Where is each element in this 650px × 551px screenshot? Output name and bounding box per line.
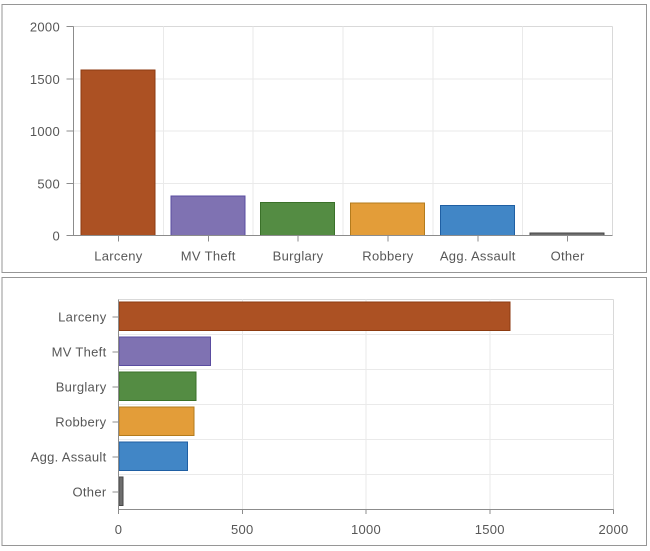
svg-text:Agg. Assault: Agg. Assault: [31, 450, 107, 465]
svg-text:500: 500: [231, 522, 254, 537]
svg-text:Burglary: Burglary: [273, 249, 324, 264]
svg-text:Other: Other: [551, 249, 585, 264]
svg-text:MV Theft: MV Theft: [181, 249, 236, 264]
svg-text:1500: 1500: [475, 522, 505, 537]
svg-text:Burglary: Burglary: [56, 380, 107, 395]
svg-text:2000: 2000: [598, 522, 628, 537]
svg-text:1500: 1500: [30, 72, 60, 87]
svg-text:2000: 2000: [30, 20, 60, 35]
svg-text:Larceny: Larceny: [58, 310, 107, 325]
svg-text:Robbery: Robbery: [362, 249, 413, 264]
svg-text:0: 0: [52, 229, 60, 244]
svg-text:Larceny: Larceny: [94, 249, 143, 264]
svg-text:Agg. Assault: Agg. Assault: [440, 249, 516, 264]
svg-text:MV Theft: MV Theft: [52, 345, 107, 360]
svg-text:500: 500: [37, 176, 60, 191]
svg-text:Robbery: Robbery: [55, 415, 106, 430]
svg-text:0: 0: [115, 522, 123, 537]
svg-text:1000: 1000: [30, 124, 60, 139]
svg-text:1000: 1000: [351, 522, 381, 537]
svg-text:Other: Other: [72, 485, 106, 500]
